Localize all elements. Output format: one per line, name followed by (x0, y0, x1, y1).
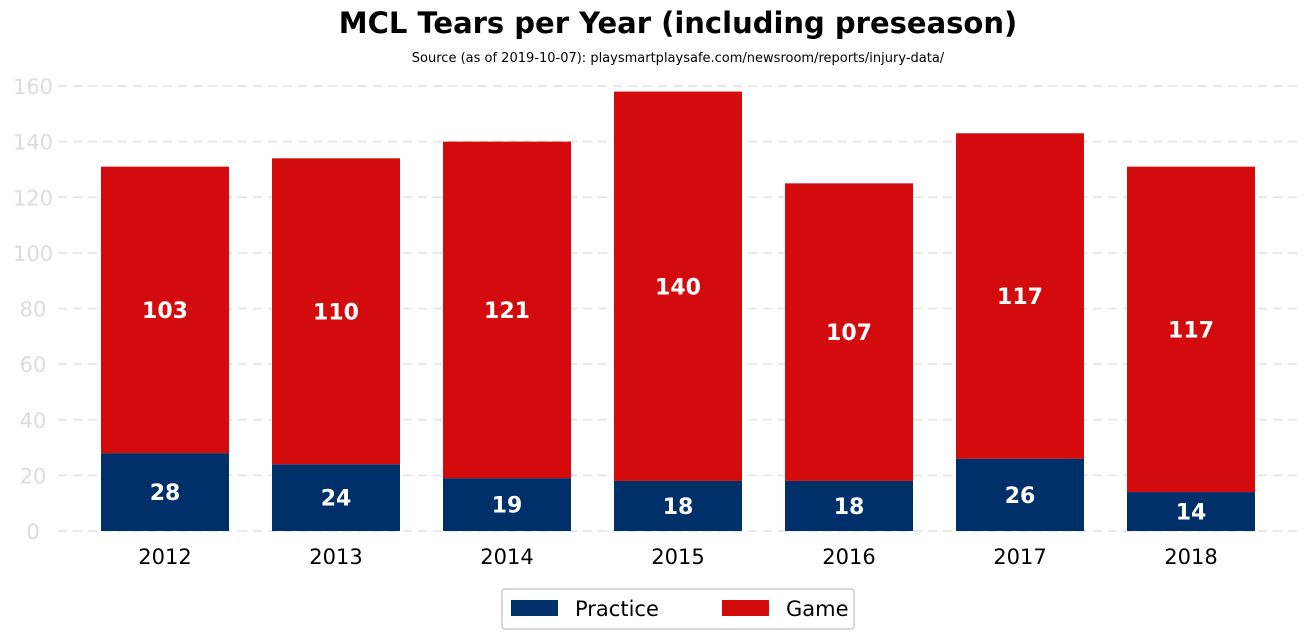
y-tick-label: 160 (13, 75, 53, 99)
bar-value-label: 14 (1176, 501, 1207, 526)
bar-value-label: 121 (484, 299, 530, 324)
legend: Practice Game (501, 588, 855, 630)
bar-game-2018 (1127, 166, 1255, 493)
bar-value-label: 18 (663, 495, 694, 520)
bar-game-2012 (101, 166, 229, 454)
x-tick-label: 2013 (309, 545, 362, 569)
bar-game-2016 (785, 183, 913, 481)
y-axis-ticks: 0 20 40 60 80 100 120 140 160 (13, 75, 53, 544)
legend-swatch-practice (511, 600, 558, 616)
x-axis-ticks: 2012 2013 2014 2015 2016 2017 2018 (138, 545, 1217, 569)
x-tick-label: 2015 (651, 545, 704, 569)
bar-value-label: 26 (1005, 484, 1036, 509)
chart-title: MCL Tears per Year (including preseason) (339, 6, 1017, 40)
bar-value-label: 18 (834, 495, 865, 520)
legend-box (501, 588, 855, 630)
y-tick-label: 140 (13, 131, 53, 155)
y-tick-label: 120 (13, 186, 53, 210)
bar-practice-2015 (614, 480, 742, 531)
bar-value-label: 140 (655, 275, 701, 300)
y-tick-label: 40 (20, 409, 47, 433)
bar-value-label: 117 (1168, 318, 1214, 343)
bar-game-2014 (443, 141, 571, 479)
bar-value-label: 103 (142, 299, 188, 324)
legend-label-game: Game (786, 597, 849, 621)
bar-practice-2014 (443, 478, 571, 531)
y-tick-label: 0 (26, 520, 39, 544)
x-tick-label: 2016 (822, 545, 875, 569)
x-tick-label: 2018 (1164, 545, 1217, 569)
bar-value-label: 28 (150, 481, 181, 506)
y-tick-label: 60 (20, 353, 47, 377)
bar-game-2015 (614, 91, 742, 481)
bar-value-label: 110 (313, 300, 359, 325)
bars: 28 103 24 110 19 121 18 140 18 107 26 117 14 117 (101, 91, 1255, 531)
bar-value-label: 19 (492, 494, 523, 519)
legend-label-practice: Practice (575, 597, 659, 621)
bar-value-label: 24 (321, 487, 352, 512)
bar-game-2013 (272, 158, 400, 465)
y-tick-label: 80 (20, 298, 47, 322)
bar-value-label: 117 (997, 285, 1043, 310)
x-tick-label: 2017 (993, 545, 1046, 569)
bar-practice-2016 (785, 480, 913, 531)
x-tick-label: 2012 (138, 545, 191, 569)
bar-practice-2012 (101, 453, 229, 531)
bar-practice-2013 (272, 464, 400, 531)
bar-game-2017 (956, 133, 1084, 459)
bar-value-label: 107 (826, 321, 872, 346)
legend-swatch-game (722, 600, 769, 616)
bar-practice-2018 (1127, 492, 1255, 531)
chart-subtitle: Source (as of 2019-10-07): playsmartplay… (412, 51, 945, 66)
y-tick-label: 100 (13, 242, 53, 266)
bar-practice-2017 (956, 458, 1084, 531)
x-tick-label: 2014 (480, 545, 533, 569)
y-tick-label: 20 (20, 464, 47, 488)
